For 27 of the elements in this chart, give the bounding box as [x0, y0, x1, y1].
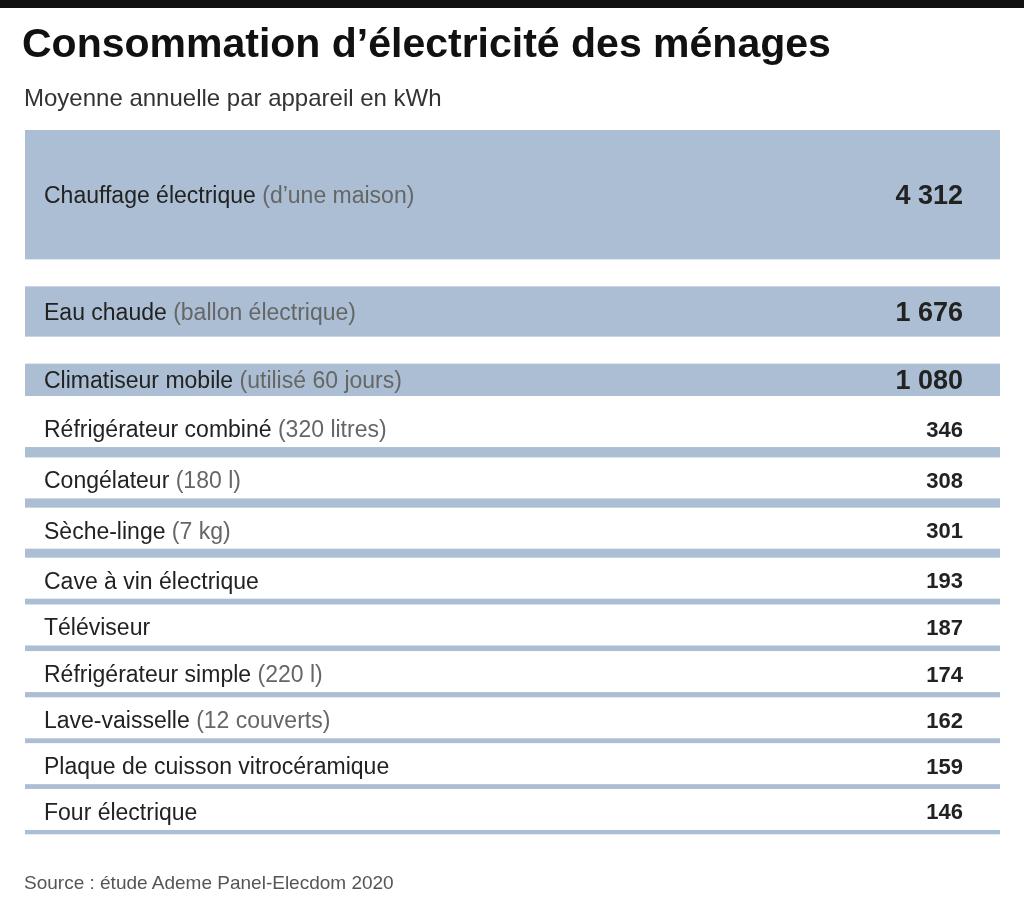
category-label: Climatiseur mobile (utilisé 60 jours) — [44, 366, 402, 393]
category-label: Lave-vaisselle (12 couverts) — [44, 707, 331, 734]
data-label: 193 — [926, 568, 963, 594]
category-label: Eau chaude (ballon électrique) — [44, 298, 356, 325]
category-label: Congélateur (180 l) — [44, 467, 241, 494]
data-label: 308 — [926, 467, 963, 493]
category-label: Plaque de cuisson vitrocéramique — [44, 753, 390, 780]
category-label: Réfrigérateur simple (220 l) — [44, 661, 323, 688]
data-label: 301 — [926, 518, 963, 544]
category-label: Téléviseur — [44, 614, 151, 641]
text: Consommation d’électricité des ménages — [22, 20, 831, 67]
data-label: 346 — [926, 416, 963, 442]
category-label: Chauffage électrique (d’une maison) — [44, 181, 415, 208]
data-label: 187 — [926, 614, 963, 640]
data-label: 1 676 — [895, 296, 963, 327]
category-label: Cave à vin électrique — [44, 567, 259, 594]
category-label: Four électrique — [44, 798, 198, 825]
category-label: Réfrigérateur combiné (320 litres) — [44, 416, 387, 443]
data-label: 4 312 — [895, 179, 963, 210]
data-label: 174 — [926, 661, 964, 687]
data-label: 162 — [926, 707, 963, 733]
data-label: 1 080 — [895, 364, 963, 395]
text: Moyenne annuelle par appareil en kWh — [24, 84, 442, 112]
data-label: 159 — [926, 753, 963, 779]
data-label: 146 — [926, 799, 963, 825]
category-label: Sèche-linge (7 kg) — [44, 517, 231, 544]
source-note: Source : étude Ademe Panel-Elecdom 2020 — [24, 872, 394, 894]
